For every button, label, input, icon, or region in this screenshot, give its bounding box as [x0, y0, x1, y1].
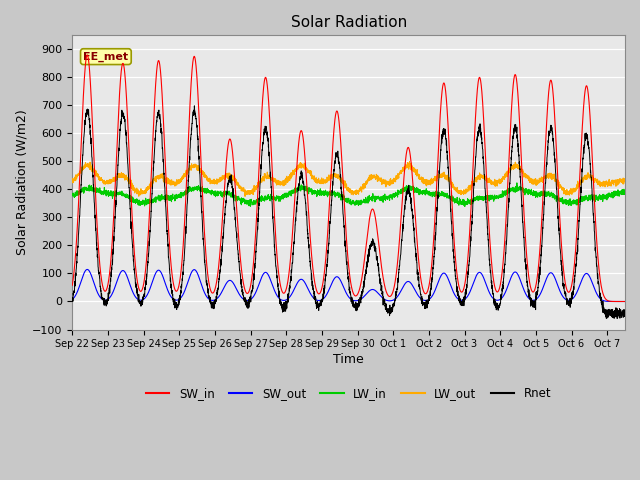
X-axis label: Time: Time	[333, 353, 364, 366]
Y-axis label: Solar Radiation (W/m2): Solar Radiation (W/m2)	[15, 109, 28, 255]
Legend: SW_in, SW_out, LW_in, LW_out, Rnet: SW_in, SW_out, LW_in, LW_out, Rnet	[141, 383, 556, 405]
Text: EE_met: EE_met	[83, 51, 129, 62]
Title: Solar Radiation: Solar Radiation	[291, 15, 407, 30]
